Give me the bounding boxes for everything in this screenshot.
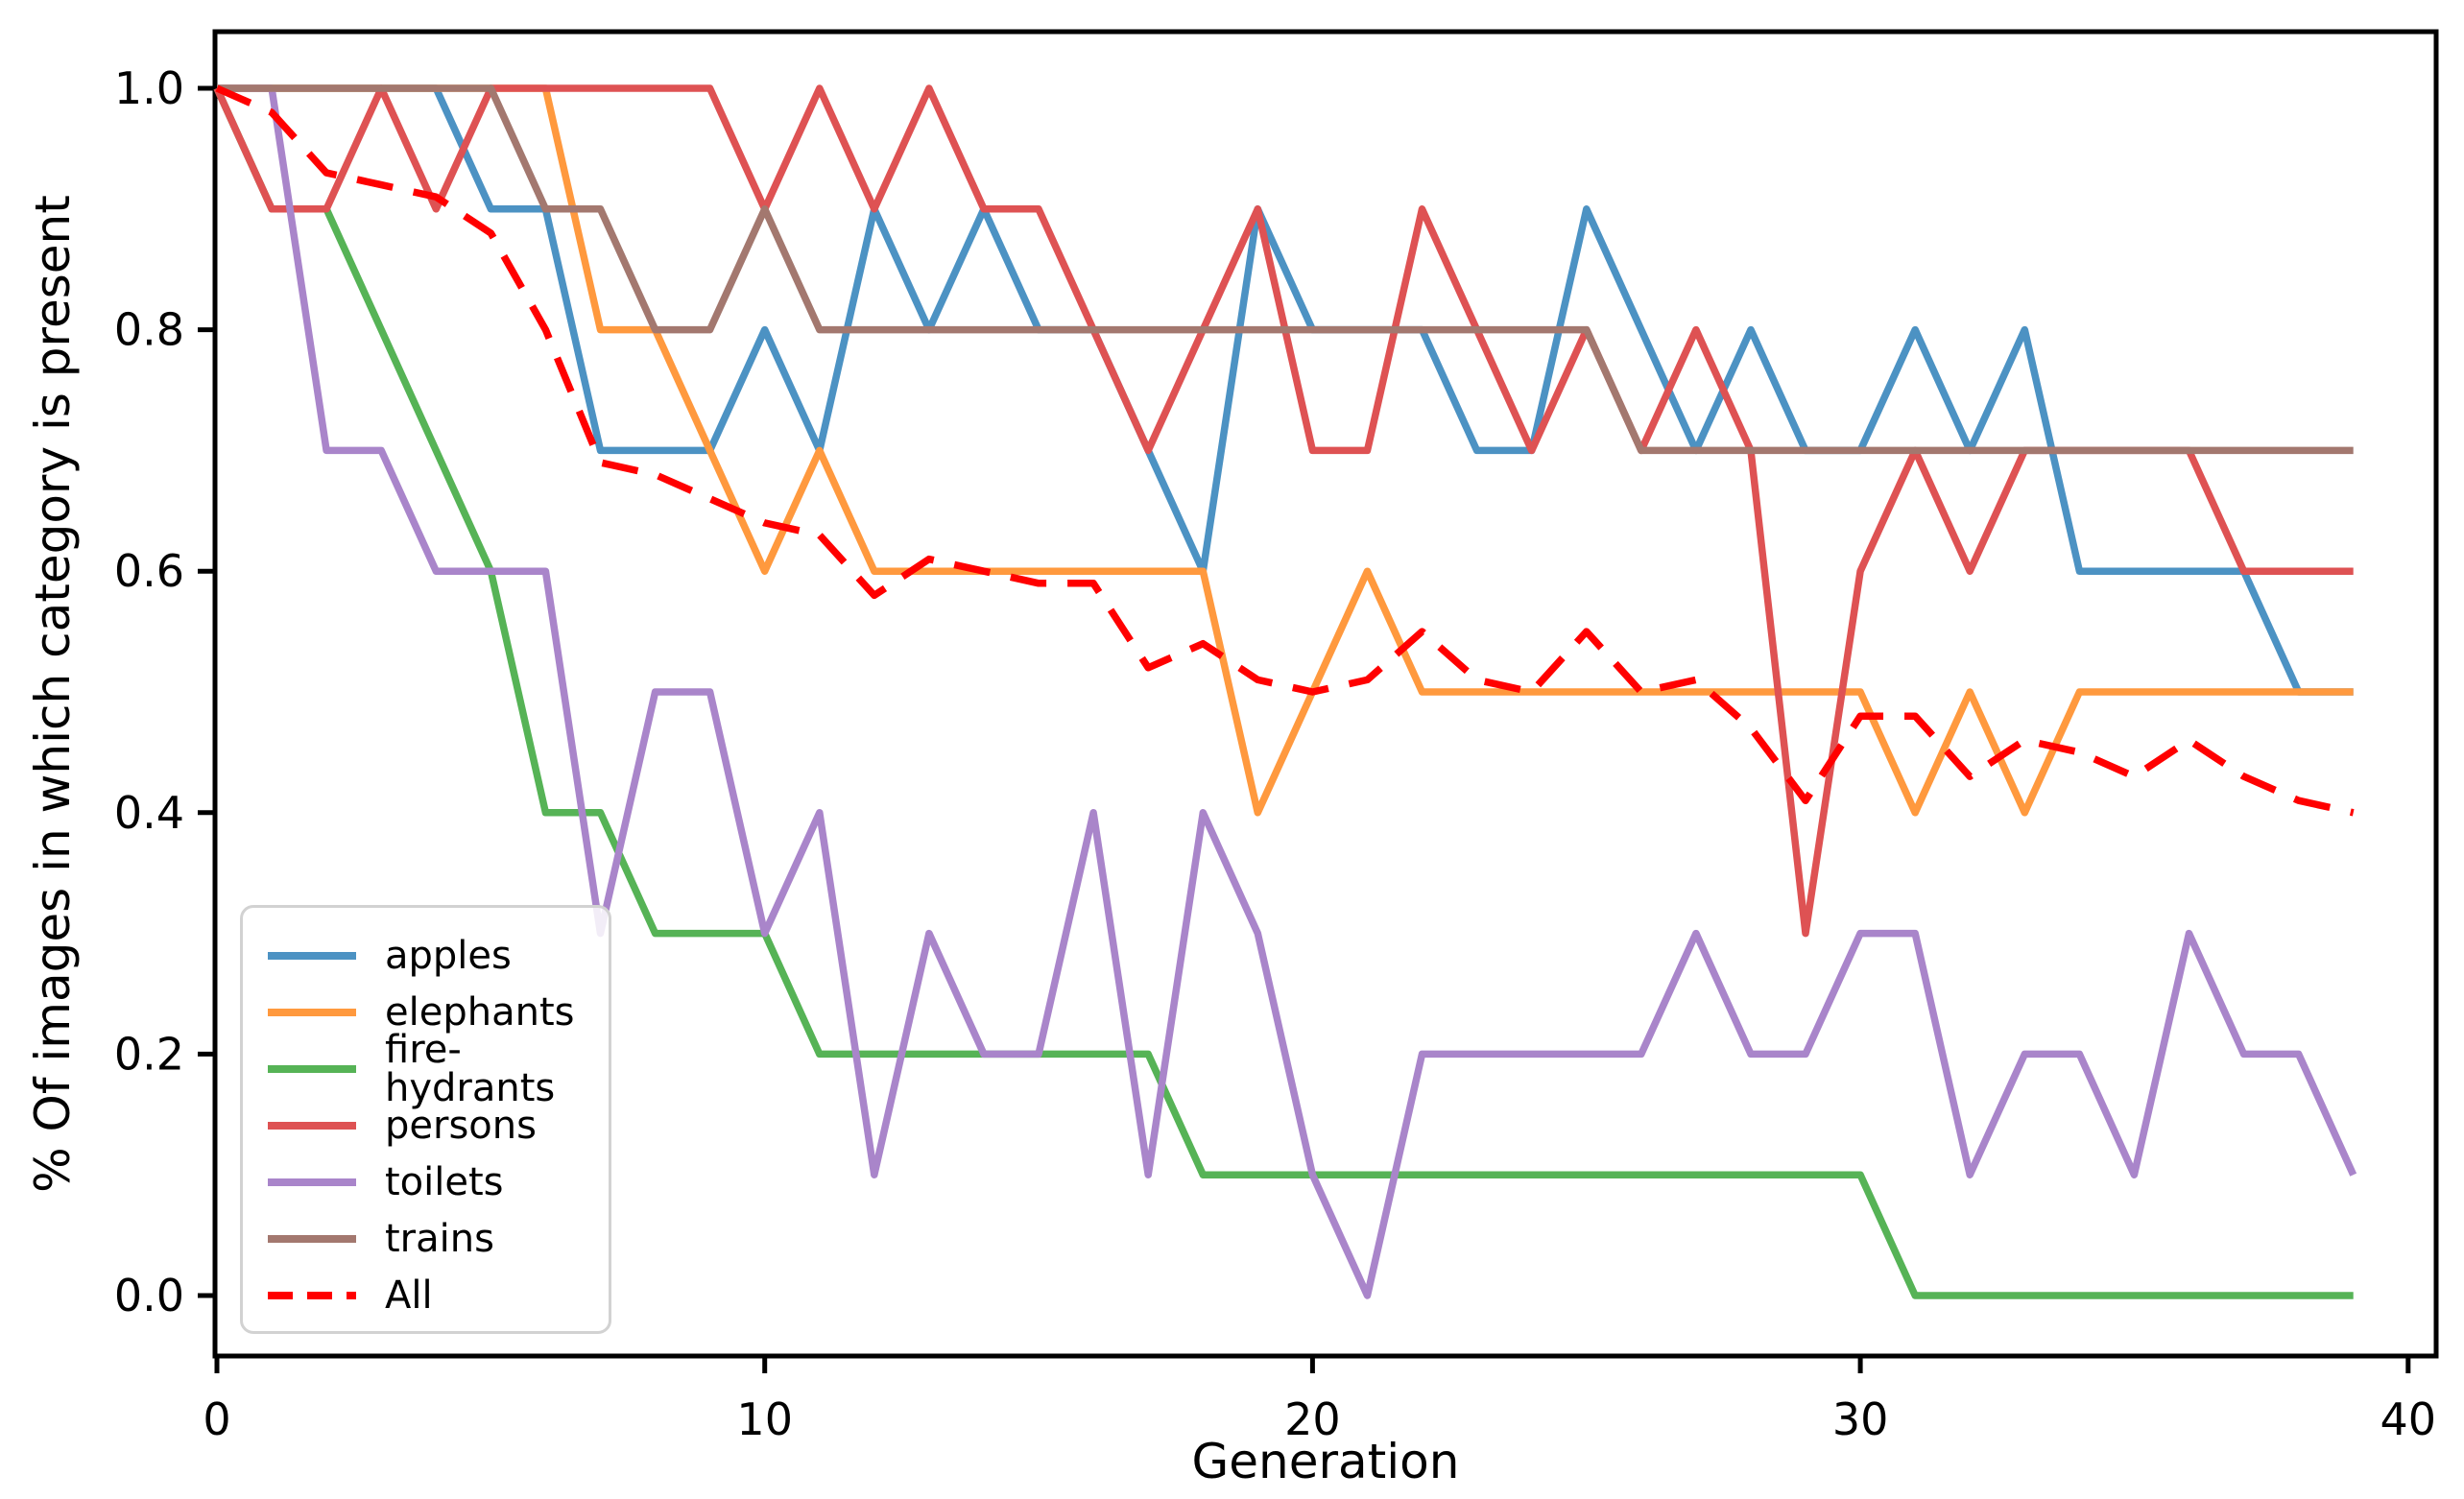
legend-line-sample-icon [268, 1064, 356, 1073]
y-tick-label: 0.6 [114, 545, 184, 597]
x-tick-label: 0 [203, 1393, 230, 1445]
series-line-all [215, 84, 2355, 817]
legend-label: fire-hydrants [385, 1027, 556, 1110]
legend-label: trains [385, 1216, 494, 1261]
x-tick-label: 30 [1832, 1393, 1889, 1445]
legend-label: persons [385, 1103, 537, 1148]
y-tick-label: 1.0 [114, 62, 184, 114]
legend-entry-persons: persons [268, 1097, 609, 1154]
x-tick-label: 10 [736, 1393, 793, 1445]
legend-label: toilets [385, 1159, 504, 1204]
legend-line-sample-icon [268, 1234, 356, 1243]
legend-entry-trains: trains [268, 1210, 609, 1267]
x-tick-label: 40 [2380, 1393, 2437, 1445]
legend-line-sample-icon [268, 1178, 356, 1186]
y-tick-label: 0.4 [114, 787, 184, 839]
legend-entry-apples: apples [268, 927, 609, 984]
y-tick-label: 0.2 [114, 1028, 184, 1080]
legend-label: All [385, 1273, 433, 1318]
legend-label: elephants [385, 989, 575, 1035]
legend-entry-all: All [268, 1267, 609, 1323]
legend-entry-toilets: toilets [268, 1154, 609, 1210]
series-line-fire-hydrants [213, 86, 2354, 1299]
legend-line-sample-icon [268, 1008, 356, 1016]
series-line-apples [217, 84, 2354, 696]
legend-entry-fire-hydrants: fire-hydrants [268, 1031, 609, 1107]
y-tick-label: 0.8 [114, 304, 184, 356]
axes-spines [212, 29, 2439, 1359]
x-axis-label: Generation [1191, 1434, 1460, 1489]
legend-line-sample-icon [268, 951, 356, 960]
legend-entry-elephants: elephants [268, 984, 609, 1040]
legend-line-sample-icon [268, 1291, 356, 1299]
x-tick-label: 20 [1284, 1393, 1341, 1445]
y-tick-label: 0.0 [114, 1270, 184, 1321]
series-line-persons [213, 84, 2354, 938]
legend-line-sample-icon [268, 1121, 356, 1130]
series-line-toilets [217, 84, 2357, 1299]
legend: apples elephants fire-hydrants persons toile… [240, 905, 611, 1334]
series-line-trains [217, 84, 2354, 455]
y-axis-label: % Of images in which category is present [25, 195, 81, 1193]
legend-label: apples [385, 933, 512, 978]
